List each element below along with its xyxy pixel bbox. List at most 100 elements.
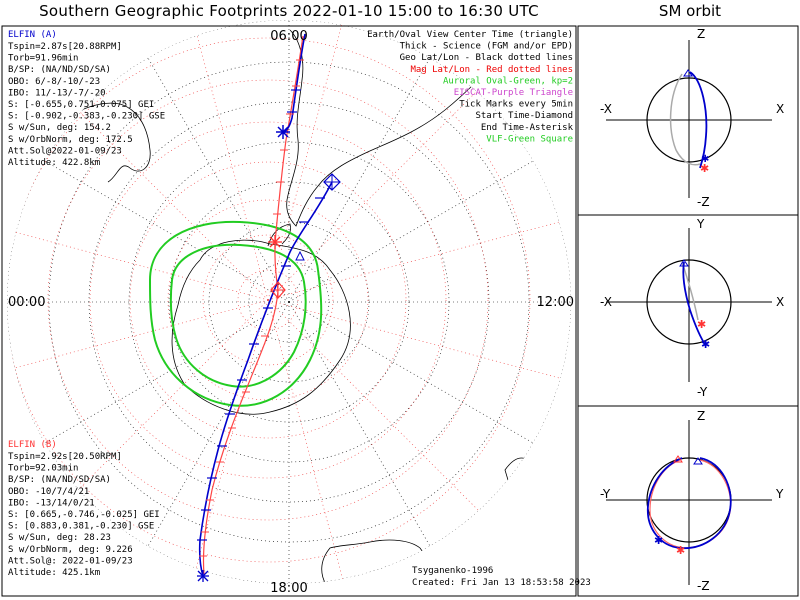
elfin-b-asterisk bbox=[268, 235, 282, 249]
elfin-a-end-asterisk bbox=[276, 125, 290, 139]
legend-entry: EISCAT-Purple Triangle bbox=[454, 88, 573, 98]
elfin-a-info: ELFIN (A) Tspin=2.87s[20.88RPM] Torb=91.9… bbox=[8, 30, 165, 168]
legend-entry: Auroral Oval-Green, kp=2 bbox=[443, 76, 573, 86]
info-line: Altitude: 425.1km bbox=[8, 568, 100, 578]
sm2-left: -X bbox=[600, 295, 612, 309]
sm1-orbit-b bbox=[669, 73, 701, 166]
info-line: B/SP: (NA/ND/SD/SA) bbox=[8, 65, 111, 75]
mag-lon-line bbox=[184, 299, 269, 584]
info-line: S w/OrbNorm, deg: 9.226 bbox=[8, 545, 133, 555]
legend-entry: Start Time-Diamond bbox=[475, 111, 573, 121]
sm3-top: Z bbox=[697, 409, 705, 423]
page-title: Southern Geographic Footprints 2022-01-1… bbox=[39, 2, 539, 20]
geo-lon-line bbox=[288, 301, 440, 562]
mag-lat-circle bbox=[47, 79, 489, 521]
mag-lat-circle bbox=[129, 161, 407, 439]
elfin-b-diamond-center bbox=[270, 281, 286, 299]
elfin-a-view-triangle bbox=[295, 250, 305, 261]
sm2-bottom: -Y bbox=[697, 385, 708, 399]
elfin-a-end-asterisk-south bbox=[197, 570, 209, 582]
info-line: B/SP: (NA/ND/SD/SA) bbox=[8, 475, 111, 485]
sm2-orbit-a bbox=[682, 261, 707, 347]
sm1-left: -X bbox=[600, 102, 612, 116]
legend-entry: Thick - Science (FGM and/or EPD) bbox=[400, 42, 573, 52]
elfin-a-track bbox=[283, 33, 306, 135]
mag-lon-line bbox=[267, 73, 495, 301]
map-legend: Earth/Oval View Center Time (triangle) Th… bbox=[367, 30, 573, 144]
elfin-a-name: ELFIN (A) bbox=[8, 30, 57, 40]
elfin-b-info: ELFIN (B) Tspin=2.92s[20.50RPM] Torb=92.0… bbox=[8, 440, 160, 578]
elfin-b-name: ELFIN (B) bbox=[8, 440, 57, 450]
mag-lon-line bbox=[184, 20, 269, 301]
elfin-b-track bbox=[202, 35, 304, 575]
info-line: Att.Sol@2022-01-09/23 bbox=[8, 146, 122, 156]
info-line: S: [0.883,0.381,-0.230] GSE bbox=[8, 522, 154, 532]
auroral-ovals bbox=[148, 220, 323, 407]
sm2-right: X bbox=[776, 295, 784, 309]
clock-label-top: 06:00 bbox=[270, 29, 307, 44]
info-line: S: [-0.902,-0.383,-0.230] GSE bbox=[8, 112, 165, 122]
info-line: OBO: -10/7/4/21 bbox=[8, 487, 89, 497]
svg-text:✱: ✱ bbox=[654, 534, 663, 547]
svg-text:✱: ✱ bbox=[676, 544, 685, 557]
mag-lon-line bbox=[267, 216, 571, 301]
legend-entry: Tick Marks every 5min bbox=[459, 100, 573, 110]
auroral-oval-outer bbox=[148, 220, 323, 407]
geo-lon-line bbox=[138, 42, 290, 303]
legend-entry: VLF-Green Square bbox=[486, 134, 573, 144]
sm-panel-xz: Z -Z -X X ✱ ✱ bbox=[600, 27, 784, 209]
legend-entry: Mag Lat/Lon - Red dotted lines bbox=[410, 65, 573, 75]
geo-lon-line bbox=[288, 42, 440, 303]
sm3-right: Y bbox=[775, 487, 784, 501]
track-markers bbox=[197, 125, 341, 582]
australia-outline bbox=[321, 539, 425, 584]
svg-text:✱: ✱ bbox=[700, 162, 709, 175]
mag-lat-circle bbox=[89, 121, 447, 479]
mag-lon-line bbox=[267, 299, 352, 584]
info-line: Torb=92.03min bbox=[8, 464, 78, 474]
info-line: S w/OrbNorm, deg: 172.5 bbox=[8, 135, 133, 145]
sm2-top: Y bbox=[696, 217, 705, 231]
geo-lon-line bbox=[29, 301, 290, 453]
mag-lon-line bbox=[7, 216, 269, 301]
legend-entry: Earth/Oval View Center Time (triangle) bbox=[367, 30, 573, 40]
mag-lon-line bbox=[267, 299, 495, 527]
sm-panel-yz: Z -Z -Y Y ✱ ✱ bbox=[600, 409, 784, 593]
antarctic-peninsula bbox=[267, 223, 291, 247]
mag-lon-line bbox=[41, 73, 269, 301]
clock-label-bottom: 18:00 bbox=[270, 581, 307, 596]
sm1-bottom: -Z bbox=[697, 195, 710, 209]
model-credit: Tsyganenko-1996 bbox=[412, 566, 493, 576]
sm-orbit-title: SM orbit bbox=[658, 2, 722, 20]
sm1-right: X bbox=[776, 102, 784, 116]
geo-lon-line bbox=[138, 301, 290, 562]
sm-panel-xy: Y -Y -X X ✱ ✱ bbox=[600, 217, 784, 399]
mag-lat-circle bbox=[237, 269, 299, 331]
info-line: OBO: 6/-8/-10/-23 bbox=[8, 77, 100, 87]
info-line: IBO: -13/14/0/21 bbox=[8, 498, 95, 508]
mag-lat-circle bbox=[7, 37, 531, 563]
satellite-tracks bbox=[198, 33, 333, 577]
geo-lon-line bbox=[288, 301, 549, 453]
sm-frame-2 bbox=[577, 214, 799, 407]
svg-text:✱: ✱ bbox=[697, 318, 706, 331]
africa-outline bbox=[59, 102, 151, 183]
clock-label-right: 12:00 bbox=[537, 295, 574, 310]
legend-entry: End Time-Asterisk bbox=[481, 123, 574, 133]
info-line: S w/Sun, deg: 28.23 bbox=[8, 533, 111, 543]
sm-frame-3 bbox=[577, 405, 799, 597]
info-line: S w/Sun, deg: 154.2 bbox=[8, 123, 111, 133]
info-line: Tspin=2.92s[20.50RPM] bbox=[8, 452, 122, 462]
sm1-top: Z bbox=[697, 27, 705, 41]
info-line: S: [-0.655,0.751,0.075] GEI bbox=[8, 100, 154, 110]
mag-lon-line bbox=[267, 299, 571, 384]
info-line: Tspin=2.87s[20.88RPM] bbox=[8, 42, 122, 52]
auroral-oval-inner bbox=[169, 243, 307, 388]
svg-text:✱: ✱ bbox=[701, 154, 709, 165]
info-line: S: [0.665,-0.746,-0.025] GEI bbox=[8, 510, 160, 520]
created-credit: Created: Fri Jan 13 18:53:58 2023 bbox=[412, 578, 591, 588]
mag-lon-line bbox=[267, 20, 352, 301]
info-line: Torb=91.96min bbox=[8, 54, 78, 64]
sm3-left: -Y bbox=[600, 487, 611, 501]
